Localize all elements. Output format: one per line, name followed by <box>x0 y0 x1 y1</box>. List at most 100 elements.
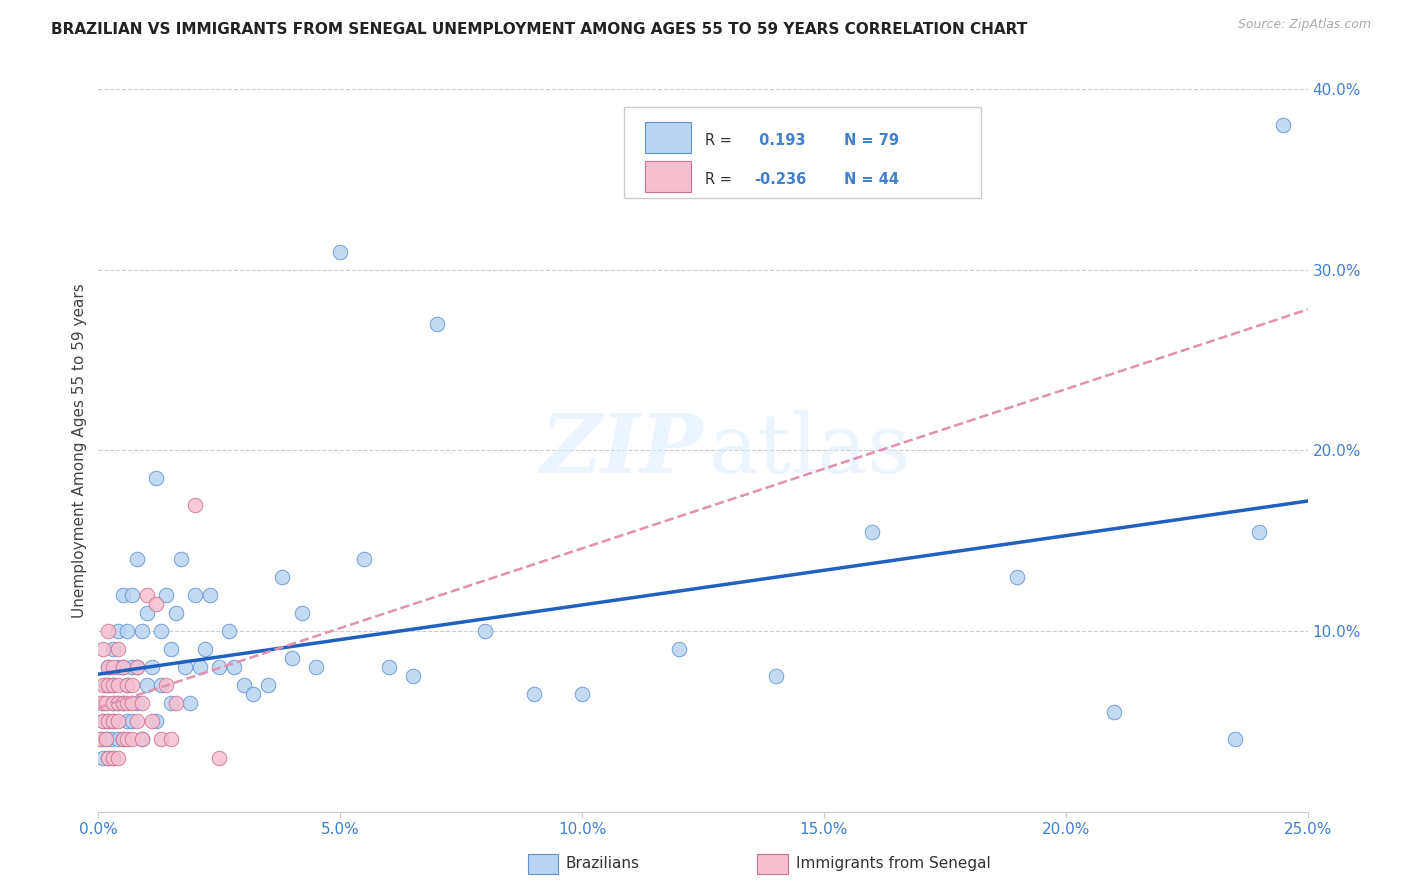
Point <box>94 696 117 710</box>
Y-axis label: Unemployment Among Ages 55 to 59 years: Unemployment Among Ages 55 to 59 years <box>72 283 87 618</box>
Text: N = 79: N = 79 <box>845 133 900 148</box>
Point <box>127 660 149 674</box>
Point <box>121 678 143 692</box>
Point <box>91 642 114 657</box>
Point <box>256 678 278 692</box>
Point <box>97 714 120 729</box>
Point <box>1102 706 1125 720</box>
Point <box>1007 570 1029 584</box>
Point <box>150 678 173 692</box>
Text: R =: R = <box>706 172 733 187</box>
Point <box>101 678 124 692</box>
Point <box>150 732 173 747</box>
Point <box>101 750 124 764</box>
Point <box>107 714 129 729</box>
Point <box>111 696 134 710</box>
Point <box>101 714 124 729</box>
Point <box>91 696 114 710</box>
Point <box>329 244 352 259</box>
FancyBboxPatch shape <box>758 854 787 874</box>
Point <box>100 732 122 747</box>
Point <box>169 551 191 566</box>
Point <box>101 696 124 710</box>
Text: Source: ZipAtlas.com: Source: ZipAtlas.com <box>1237 18 1371 31</box>
Point <box>111 660 134 674</box>
Point <box>117 732 139 747</box>
Point <box>101 660 124 674</box>
Point <box>97 714 120 729</box>
Point <box>290 606 312 620</box>
Point <box>232 678 254 692</box>
Point <box>135 678 157 692</box>
Point <box>1272 118 1295 132</box>
Point <box>117 696 139 710</box>
Point <box>101 696 124 710</box>
FancyBboxPatch shape <box>624 107 981 198</box>
Point <box>135 606 157 620</box>
Point <box>97 624 120 639</box>
Point <box>305 660 328 674</box>
Point <box>1249 524 1271 539</box>
Point <box>131 732 153 747</box>
Text: Immigrants from Senegal: Immigrants from Senegal <box>796 856 991 871</box>
Point <box>131 624 153 639</box>
Point <box>127 660 149 674</box>
Point <box>107 696 129 710</box>
Point <box>1223 732 1246 747</box>
Point <box>184 498 207 512</box>
Point <box>107 678 129 692</box>
Point <box>188 660 211 674</box>
Point <box>145 597 167 611</box>
FancyBboxPatch shape <box>527 854 558 874</box>
Point <box>353 551 375 566</box>
Point <box>131 732 153 747</box>
Point <box>121 660 143 674</box>
Point <box>94 732 117 747</box>
Point <box>121 696 143 710</box>
Point <box>165 696 187 710</box>
Text: -0.236: -0.236 <box>754 172 806 187</box>
Point <box>111 732 134 747</box>
Point <box>222 660 245 674</box>
Point <box>121 588 143 602</box>
Point <box>94 678 117 692</box>
Point <box>426 317 449 331</box>
Point <box>571 687 593 701</box>
Point <box>111 660 134 674</box>
Point <box>117 678 139 692</box>
Point <box>127 551 149 566</box>
Text: atlas: atlas <box>709 410 911 491</box>
Point <box>107 642 129 657</box>
Point <box>160 696 183 710</box>
Point <box>97 660 120 674</box>
Point <box>194 642 217 657</box>
Point <box>208 750 231 764</box>
Point <box>174 660 197 674</box>
Point <box>97 750 120 764</box>
Text: Brazilians: Brazilians <box>565 856 640 871</box>
Point <box>89 732 111 747</box>
Point <box>107 732 129 747</box>
Text: N = 44: N = 44 <box>845 172 900 187</box>
Point <box>141 714 163 729</box>
Point <box>160 642 183 657</box>
Point <box>90 696 112 710</box>
Point <box>101 678 124 692</box>
Point <box>117 624 139 639</box>
Point <box>121 714 143 729</box>
Point <box>474 624 496 639</box>
Point <box>97 678 120 692</box>
Point <box>97 660 120 674</box>
Point <box>107 660 129 674</box>
Point <box>94 732 117 747</box>
FancyBboxPatch shape <box>645 122 690 153</box>
Point <box>90 732 112 747</box>
Point <box>91 714 114 729</box>
Point <box>91 678 114 692</box>
Point <box>121 732 143 747</box>
Text: R =: R = <box>706 133 733 148</box>
Point <box>184 588 207 602</box>
Point <box>97 750 120 764</box>
Point <box>208 660 231 674</box>
Point <box>91 750 114 764</box>
